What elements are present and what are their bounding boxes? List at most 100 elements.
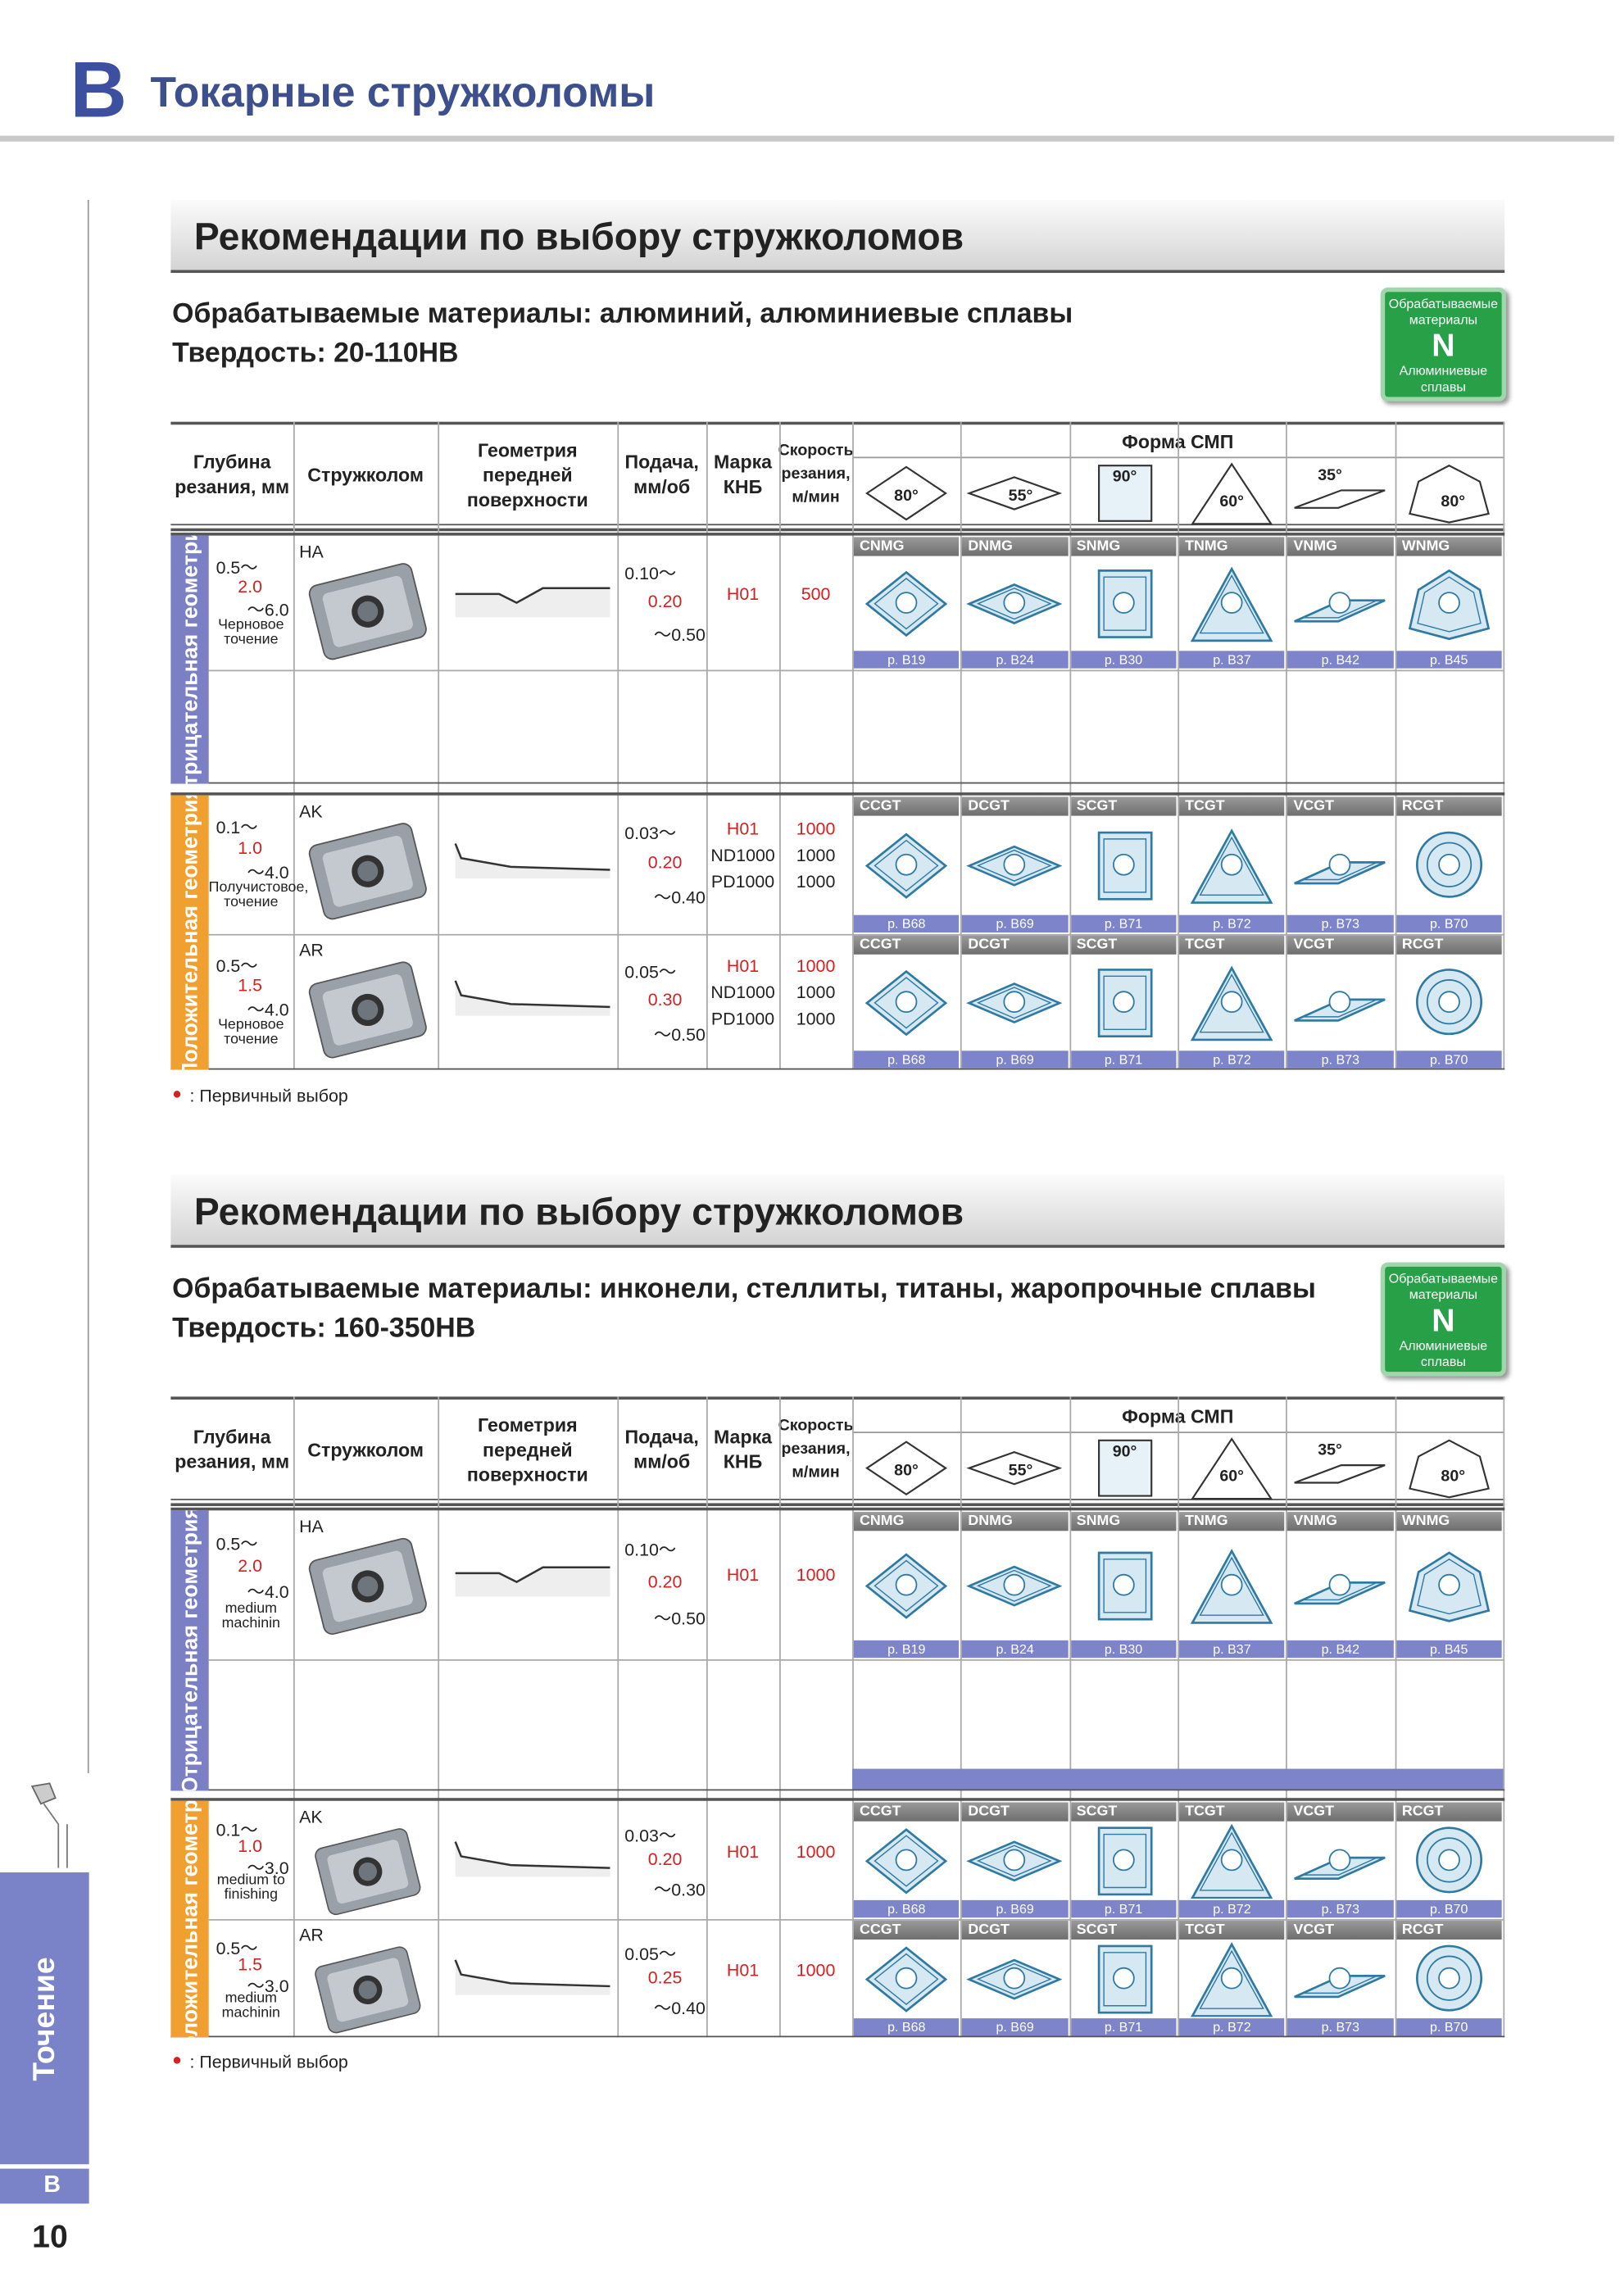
- feed-recommended: 0.30: [647, 989, 683, 1010]
- feed-recommended: 0.20: [647, 1849, 683, 1870]
- blank-row-rule: [208, 669, 1504, 672]
- rake-profile: [454, 1841, 610, 1877]
- insert-page: p. B70: [1395, 2018, 1502, 2036]
- header-title: Токарные стружколомы: [150, 70, 656, 117]
- depth-recommended: 1.0: [238, 837, 263, 858]
- hardness: Твердость: 160-350HB: [172, 1313, 476, 1345]
- shape-header: Форма СМП: [1122, 1404, 1234, 1427]
- insert-image: [864, 1553, 948, 1619]
- feed-min: 0.03～: [624, 823, 677, 844]
- column-rule: [293, 1396, 295, 2038]
- column-rule: [438, 1396, 440, 2038]
- page-number: 10: [32, 2218, 68, 2255]
- badge-letter: N: [1432, 326, 1455, 364]
- insert-code: CNMG: [853, 1512, 960, 1531]
- insert-image: [1408, 569, 1490, 641]
- speed: 1000: [796, 1959, 836, 1981]
- group-rule: [170, 1507, 1505, 1511]
- sidebar-line: [87, 199, 89, 1773]
- insert-code: TCGT: [1179, 935, 1285, 955]
- depth-note: Черновое точение: [218, 1016, 284, 1048]
- depth-note: Черновое точение: [218, 617, 284, 648]
- feed-min: 0.10～: [624, 562, 677, 583]
- chipbreaker: AR: [299, 1925, 324, 1946]
- shape-angle: 80°: [1441, 492, 1466, 511]
- insert-image: [1097, 1944, 1152, 2014]
- insert-page: p. B45: [1395, 651, 1502, 669]
- rake-profile: [455, 1565, 610, 1596]
- legend-marker: ●: [172, 1086, 183, 1104]
- insert-page: p. B30: [1070, 651, 1177, 669]
- insert-code: DNMG: [962, 1512, 1069, 1531]
- insert-image: [966, 583, 1063, 624]
- speed: 1000: [796, 1008, 836, 1029]
- depth-max: ～4.0: [247, 862, 289, 883]
- insert-code: SNMG: [1070, 1512, 1177, 1531]
- column-rule: [1069, 421, 1071, 1070]
- insert-code: CNMG: [853, 537, 960, 556]
- chipbreaker: HA: [299, 541, 324, 562]
- insert-page: p. B45: [1395, 1640, 1502, 1658]
- row-rule: [208, 933, 1504, 936]
- shape-icon: [864, 465, 948, 521]
- insert-image: [1097, 831, 1152, 901]
- depth-note: medium to finishing: [216, 1872, 285, 1904]
- insert-image: [1294, 1573, 1386, 1605]
- group-bottom-rule: [170, 2035, 1505, 2038]
- table-top-rule: [170, 421, 1505, 425]
- group-label: Отрицательная геометрия: [177, 535, 202, 784]
- chipbreaker-photo: [315, 1946, 421, 2034]
- chipbreaker-photo: [308, 1537, 427, 1636]
- insert-code: VCGT: [1287, 935, 1394, 955]
- column-rule: [293, 421, 295, 1070]
- header-rule: [170, 528, 1505, 532]
- shape-angle: 80°: [894, 487, 919, 506]
- depth-recommended: 1.5: [238, 1954, 263, 1976]
- speed: 1000: [796, 1841, 836, 1863]
- rake-profile: [455, 586, 610, 617]
- feed-min: 0.10～: [624, 1540, 677, 1561]
- depth-note: medium machinin: [221, 1601, 280, 1632]
- section-title-bar: Рекомендации по выбору стружколомов: [170, 199, 1505, 274]
- insert-image: [966, 982, 1063, 1024]
- column-rule: [1178, 1396, 1180, 2038]
- group-bottom-rule: [170, 1068, 1505, 1070]
- group-rule: [170, 1798, 1505, 1801]
- shape-angle: 35°: [1318, 1441, 1342, 1459]
- chipbreaker-photo: [308, 823, 427, 920]
- chipbreaker-photo: [308, 563, 427, 660]
- column-rule: [617, 421, 619, 1070]
- badge-top: Обрабатываемые материалы: [1388, 1271, 1499, 1302]
- insert-image: [1294, 853, 1386, 885]
- insert-page: p. B72: [1179, 914, 1285, 933]
- column-header: Скорость резания, м/мин: [778, 1417, 854, 1482]
- insert-image: [1190, 965, 1273, 1041]
- chipbreaker: AK: [299, 1806, 323, 1827]
- column-rule: [1395, 1396, 1396, 2038]
- speed: 1000: [796, 871, 836, 892]
- insert-page: p. B73: [1287, 1899, 1394, 1918]
- insert-image: [864, 570, 948, 638]
- row-rule: [208, 1919, 1504, 1921]
- insert-code: CCGT: [853, 1920, 960, 1940]
- header-rule: [170, 1499, 1505, 1500]
- chipbreaker: AR: [299, 939, 324, 960]
- grade: H01: [726, 1563, 760, 1585]
- header-letter: B: [70, 46, 127, 134]
- insert-page: p. B72: [1179, 1899, 1285, 1918]
- insert-code: TNMG: [1179, 537, 1285, 556]
- insert-page: p. B42: [1287, 1640, 1394, 1658]
- shape-angle: 55°: [1008, 1462, 1033, 1480]
- insert-code: RCGT: [1395, 796, 1502, 816]
- insert-code: RCGT: [1395, 1920, 1502, 1940]
- insert-code: VCGT: [1287, 796, 1394, 816]
- insert-image: [1190, 828, 1273, 904]
- insert-code: CCGT: [853, 1802, 960, 1822]
- insert-page: p. B69: [962, 1899, 1069, 1918]
- column-rule: [438, 421, 440, 1070]
- depth-recommended: 2.0: [238, 575, 263, 597]
- insert-page: p. B69: [962, 2018, 1069, 2036]
- insert-page: p. B42: [1287, 651, 1394, 669]
- feed-max: ～0.50: [653, 1023, 706, 1045]
- insert-code: DCGT: [962, 796, 1069, 816]
